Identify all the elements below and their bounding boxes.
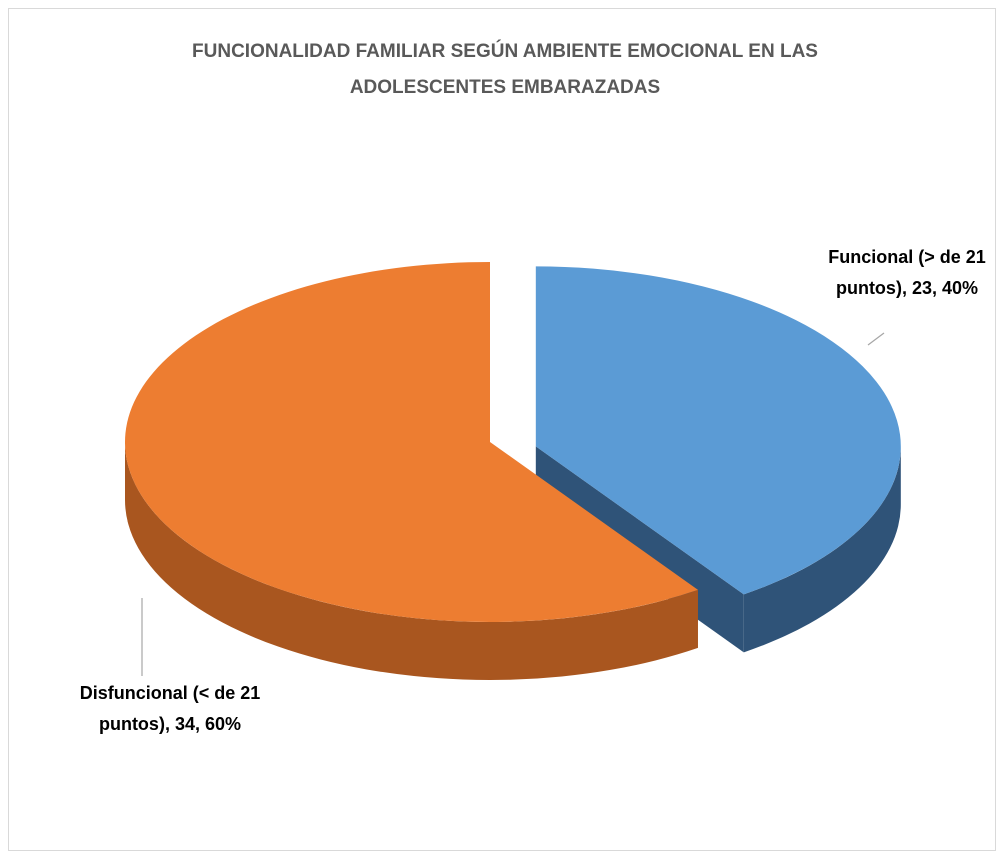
pie-slice (535, 266, 901, 595)
label-part: 60% (205, 714, 242, 734)
label-part: , (901, 278, 912, 298)
label-part: 40% (942, 278, 979, 298)
label-part: , (931, 278, 942, 298)
leader-line (867, 332, 885, 346)
label-part: Disfuncional (< de 21 puntos) (79, 683, 261, 734)
data-label: Disfuncional (< de 21 puntos), 34, 60% (50, 678, 290, 740)
chart-frame (8, 8, 996, 851)
pie-slice (124, 262, 698, 622)
label-part: 23 (911, 278, 932, 298)
chart-title: FUNCIONALIDAD FAMILIAR SEGÚN AMBIENTE EM… (192, 41, 818, 98)
pie (124, 262, 901, 680)
label-part: , (194, 714, 205, 734)
label-part: Funcional (> de 21 puntos) (828, 247, 986, 298)
slice-side (125, 442, 698, 680)
slice-side (743, 446, 901, 653)
label-part: , (164, 714, 175, 734)
data-label: Funcional (> de 21 puntos), 23, 40% (812, 242, 1002, 304)
label-part: 34 (174, 714, 195, 734)
